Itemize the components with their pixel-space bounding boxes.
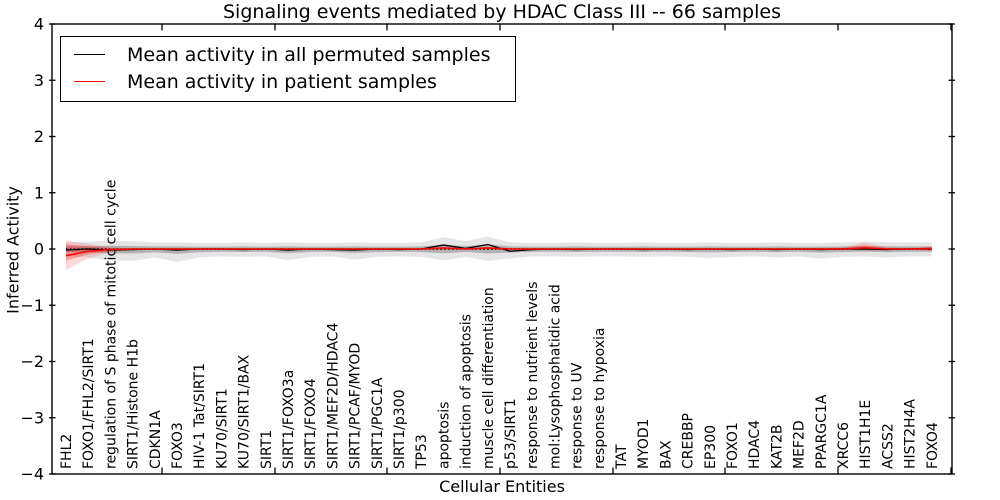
y-tick-label: 0 (34, 240, 44, 259)
x-category-label: KU70/SIRT1 (214, 388, 230, 469)
x-category-label: TAT (614, 444, 630, 470)
x-category-label: SIRT1/FOXO4 (303, 378, 319, 469)
x-category-label: SIRT1/PGC1A (370, 377, 386, 469)
x-category-label: SIRT1 (259, 430, 275, 469)
permuted-band-outer (66, 236, 932, 262)
legend-label-patient: Mean activity in patient samples (127, 70, 437, 93)
x-category-label: HIV-1 Tat/SIRT1 (192, 363, 208, 469)
x-category-label: induction of apoptosis (459, 314, 475, 469)
x-category-label: muscle cell differentiation (481, 287, 497, 469)
x-category-label: BAX (658, 440, 674, 469)
x-category-label: FOXO1/FHL2/SIRT1 (81, 338, 97, 469)
x-category-label: SIRT1/PCAF/MYOD (348, 343, 364, 469)
x-category-label: response to hypoxia (592, 328, 608, 469)
x-category-label: KAT2B (769, 425, 785, 470)
x-category-label: SIRT1/p300 (392, 389, 408, 469)
x-category-label: p53/SIRT1 (503, 398, 519, 469)
patient-line-sample-icon (74, 81, 105, 82)
x-category-label: MEF2D (792, 420, 808, 469)
legend-item-patient: Mean activity in patient samples (61, 68, 515, 95)
x-axis-label: Cellular Entities (439, 477, 565, 496)
x-category-label: response to UV (570, 362, 586, 469)
y-tick-label: −2 (20, 352, 44, 371)
x-category-label: TP53 (414, 434, 430, 470)
x-category-label: HIST2H4A (903, 399, 919, 469)
x-category-label: SIRT1/FOXO3a (281, 370, 297, 469)
patient-mean-line (65, 247, 932, 257)
x-category-label: ACSS2 (880, 423, 896, 469)
y-tick-label: −4 (20, 465, 44, 484)
y-tick-label: 4 (34, 15, 44, 34)
x-category-label: FOXO4 (925, 422, 941, 469)
y-tick-label: 2 (34, 127, 44, 146)
x-category-label: response to nutrient levels (525, 282, 541, 469)
chart-title: Signaling events mediated by HDAC Class … (223, 1, 781, 23)
x-category-label: KU70/SIRT1/BAX (237, 354, 253, 469)
legend-item-permuted: Mean activity in all permuted samples (61, 41, 515, 68)
y-tick-label: −1 (20, 296, 44, 315)
x-category-label: HIST1H1E (858, 400, 874, 469)
x-category-label: PPARGC1A (814, 394, 830, 469)
x-category-label: FOXO1 (725, 422, 741, 469)
x-category-label: regulation of S phase of mitotic cell cy… (103, 180, 119, 469)
x-category-label: apoptosis (436, 402, 452, 469)
x-category-label: SIRT1/MEF2D/HDAC4 (325, 323, 341, 469)
x-category-label: MYOD1 (636, 418, 652, 469)
x-category-label: HDAC4 (747, 420, 763, 469)
y-tick-label: 3 (34, 71, 44, 90)
x-category-label: XRCC6 (836, 422, 852, 469)
x-category-label: SIRT1/Histone H1b (126, 339, 142, 469)
x-category-label: mol:Lysophosphatidic acid (547, 284, 563, 469)
permuted-line-sample-icon (74, 54, 105, 55)
x-category-label: FHL2 (59, 434, 75, 469)
legend-label-permuted: Mean activity in all permuted samples (127, 43, 491, 66)
x-category-label: CDKN1A (148, 410, 164, 469)
y-tick-label: −3 (20, 408, 44, 427)
x-category-label: CREBBP (681, 413, 697, 469)
y-axis-label: Inferred Activity (3, 186, 23, 314)
x-category-label: EP300 (703, 425, 719, 469)
y-tick-label: 1 (34, 183, 44, 202)
legend: Mean activity in all permuted samples Me… (60, 36, 516, 102)
x-category-label: FOXO3 (170, 422, 186, 469)
